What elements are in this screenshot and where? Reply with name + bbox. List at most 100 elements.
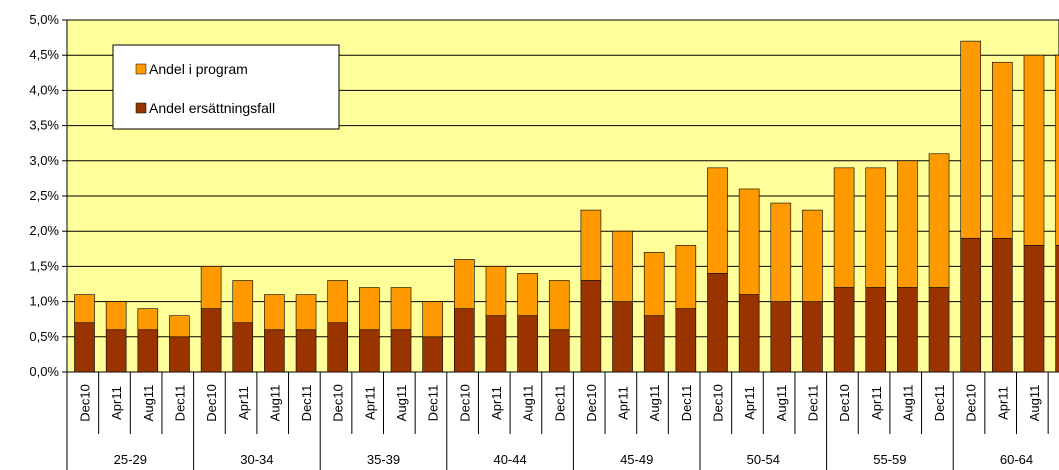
y-axis-tick-labels: 0,0% 0,5% 1,0% 1,5% 2,0% 2,5% 3,0% 3,5% 4,0% 4,5%… bbox=[29, 12, 67, 379]
x-category-label: Dec11 bbox=[299, 385, 314, 422]
x-category-label: Apr11 bbox=[109, 386, 124, 420]
bar-segment-andel-ersattningsfall bbox=[105, 329, 127, 373]
x-category-label: Aug11 bbox=[774, 385, 789, 422]
bar-segment-andel-ersattningsfall bbox=[802, 301, 823, 373]
bar-segment-andel-i-program bbox=[137, 308, 159, 331]
bar-segment-andel-ersattningsfall bbox=[770, 301, 792, 373]
x-category-label: Aug11 bbox=[267, 385, 282, 422]
x-category-label: Dec10 bbox=[711, 384, 726, 422]
y-tick-label: 5,0% bbox=[29, 12, 59, 27]
bar-segment-andel-i-program bbox=[643, 252, 665, 316]
bar-segment-andel-i-program bbox=[897, 160, 918, 288]
x-group-label: 60-64 bbox=[1000, 452, 1033, 467]
bar-segment-andel-i-program bbox=[675, 244, 697, 309]
x-category-label: Dec10 bbox=[584, 384, 599, 422]
bar-segment-andel-i-program bbox=[232, 280, 254, 324]
legend-label-andel-i-program: Andel i program bbox=[149, 61, 248, 77]
bar-segment-andel-i-program bbox=[1023, 54, 1045, 246]
bar-segment-andel-i-program bbox=[517, 273, 538, 316]
x-category-label: Dec10 bbox=[204, 384, 219, 422]
x-category-label: Dec11 bbox=[805, 385, 820, 422]
bar-segment-andel-i-program bbox=[612, 230, 633, 302]
bar-segment-andel-i-program bbox=[1055, 54, 1059, 246]
bar-segment-andel-i-program bbox=[74, 294, 95, 324]
y-tick-label: 1,0% bbox=[29, 294, 59, 309]
x-category-label: Aug11 bbox=[521, 385, 536, 422]
bar-segment-andel-i-program bbox=[295, 294, 317, 331]
bar-segment-andel-i-program bbox=[548, 280, 570, 331]
x-group-label: 25-29 bbox=[114, 452, 147, 467]
x-category-label: Aug11 bbox=[141, 385, 156, 422]
bar-segment-andel-ersattningsfall bbox=[580, 280, 602, 373]
x-group-label: 45-49 bbox=[620, 452, 653, 467]
bar-segment-andel-i-program bbox=[992, 61, 1013, 239]
y-tick-label: 4,0% bbox=[29, 82, 59, 97]
x-category-label: Apr11 bbox=[236, 386, 251, 420]
bar-segment-andel-ersattningsfall bbox=[200, 308, 222, 373]
bar-segment-andel-ersattningsfall bbox=[264, 329, 285, 373]
y-tick-label: 3,5% bbox=[29, 118, 59, 133]
bar-segment-andel-ersattningsfall bbox=[548, 329, 570, 373]
bar-segment-andel-ersattningsfall bbox=[612, 301, 633, 373]
bar-segment-andel-ersattningsfall bbox=[928, 287, 950, 373]
bar-segment-andel-i-program bbox=[200, 266, 222, 309]
x-category-label: Dec10 bbox=[837, 384, 852, 422]
bar-segment-andel-i-program bbox=[580, 209, 602, 281]
x-category-label: Aug11 bbox=[394, 385, 409, 422]
x-category-label: Dec11 bbox=[172, 385, 187, 422]
bar-segment-andel-ersattningsfall bbox=[517, 315, 538, 373]
y-tick-label: 4,5% bbox=[29, 47, 59, 62]
x-category-label: Dec10 bbox=[964, 384, 979, 422]
x-category-label: Dec10 bbox=[78, 384, 93, 422]
bar-segment-andel-ersattningsfall bbox=[707, 273, 728, 373]
bar-segment-andel-i-program bbox=[738, 188, 760, 295]
bar-segment-andel-i-program bbox=[833, 167, 855, 288]
bar-segment-andel-ersattningsfall bbox=[74, 322, 95, 373]
bar-segment-andel-ersattningsfall bbox=[295, 329, 317, 373]
bar-segment-andel-i-program bbox=[865, 167, 887, 288]
bar-segment-andel-i-program bbox=[802, 209, 823, 302]
bar-segment-andel-ersattningsfall bbox=[390, 329, 412, 373]
x-category-label: Apr11 bbox=[362, 386, 377, 420]
legend-swatch-andel-ersattningsfall bbox=[135, 102, 147, 114]
bar-segment-andel-ersattningsfall bbox=[833, 287, 855, 373]
bar-segment-andel-i-program bbox=[422, 301, 443, 338]
y-tick-label: 3,0% bbox=[29, 153, 59, 168]
x-category-label: Apr11 bbox=[616, 386, 631, 420]
legend-label-andel-ersattningsfall: Andel ersättningsfall bbox=[149, 100, 275, 116]
bar-segment-andel-i-program bbox=[169, 315, 190, 338]
bars bbox=[74, 40, 1059, 373]
legend-swatch-andel-i-program bbox=[135, 63, 147, 75]
bar-segment-andel-i-program bbox=[453, 259, 475, 309]
x-group-label: 55-59 bbox=[873, 452, 906, 467]
bar-segment-andel-ersattningsfall bbox=[327, 322, 349, 373]
x-category-label: Apr11 bbox=[742, 386, 757, 420]
bar-segment-andel-ersattningsfall bbox=[137, 329, 159, 373]
bar-segment-andel-ersattningsfall bbox=[1055, 244, 1059, 373]
bar-segment-andel-i-program bbox=[485, 266, 507, 316]
legend: Andel i program Andel ersättningsfall bbox=[112, 44, 340, 130]
y-tick-label: 1,5% bbox=[29, 258, 59, 273]
bar-segment-andel-ersattningsfall bbox=[643, 315, 665, 373]
bar-segment-andel-i-program bbox=[390, 287, 412, 331]
x-category-label: Aug11 bbox=[900, 385, 915, 422]
y-tick-label: 2,0% bbox=[29, 223, 59, 238]
bar-segment-andel-i-program bbox=[359, 287, 380, 331]
bar-segment-andel-ersattningsfall bbox=[422, 336, 443, 373]
x-group-label: 50-54 bbox=[747, 452, 780, 467]
x-category-label: Apr11 bbox=[995, 386, 1010, 420]
x-category-label: Aug11 bbox=[1027, 385, 1042, 422]
x-category-label: Apr11 bbox=[489, 386, 504, 420]
x-group-label: 30-34 bbox=[240, 452, 273, 467]
bar-segment-andel-ersattningsfall bbox=[169, 336, 190, 373]
x-category-label: Dec10 bbox=[457, 384, 472, 422]
bar-segment-andel-ersattningsfall bbox=[232, 322, 254, 373]
x-category-label: Dec11 bbox=[679, 385, 694, 422]
y-tick-label: 0,0% bbox=[29, 364, 59, 379]
bar-segment-andel-i-program bbox=[928, 153, 950, 288]
bar-segment-andel-i-program bbox=[707, 167, 728, 274]
bar-segment-andel-i-program bbox=[105, 301, 127, 331]
legend-box bbox=[112, 44, 340, 130]
x-category-label: Dec11 bbox=[552, 385, 567, 422]
